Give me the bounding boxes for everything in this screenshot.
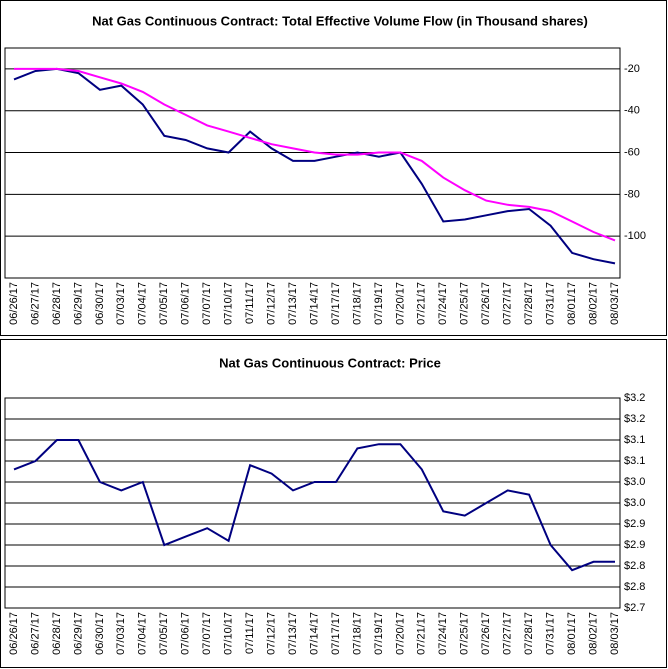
data-line [14,67,616,242]
x-tick-label: 06/26/17 [8,612,20,655]
plot-area [4,47,621,279]
x-tick-label: 07/21/17 [416,612,428,655]
x-tick-label: 07/03/17 [115,282,127,325]
x-tick-label: 06/28/17 [51,612,63,655]
x-tick-label: 07/05/17 [158,612,170,655]
x-tick-label: 07/03/17 [115,612,127,655]
x-tick-label: 07/13/17 [287,282,299,325]
x-tick-label: 08/02/17 [587,612,599,655]
x-tick-label: 07/27/17 [502,612,514,655]
x-tick-label: 07/17/17 [330,612,342,655]
chart-title: Nat Gas Continuous Contract: Total Effec… [92,13,588,28]
x-tick-label: 07/14/17 [308,282,320,325]
x-tick-label: 07/04/17 [137,612,149,655]
x-tick-label: 07/24/17 [437,282,449,325]
x-tick-label: 08/03/17 [609,282,621,325]
y-tick-label: $3.0 [624,497,645,509]
y-tick-label: $3.1 [624,434,645,446]
y-tick-label: $3.0 [624,476,645,488]
x-tick-label: 07/17/17 [330,282,342,325]
y-tick-label: -20 [624,63,640,75]
x-tick-label: 07/25/17 [459,612,471,655]
x-tick-label: 08/02/17 [587,282,599,325]
x-tick-label: 07/10/17 [223,282,235,325]
x-tick-label: 07/31/17 [545,282,557,325]
y-tick-label: $2.9 [624,518,645,530]
x-tick-label: 07/05/17 [158,282,170,325]
y-tick-label: $3.1 [624,455,645,467]
x-tick-label: 08/01/17 [566,282,578,325]
x-tick-label: 06/27/17 [29,282,41,325]
y-tick-label: $2.9 [624,539,645,551]
x-tick-label: 07/18/17 [351,612,363,655]
x-tick-label: 07/06/17 [180,612,192,655]
x-tick-label: 06/27/17 [29,612,41,655]
x-tick-label: 07/14/17 [308,612,320,655]
y-tick-label: $2.7 [624,602,645,614]
data-line [13,67,616,265]
x-tick-label: 06/28/17 [51,282,63,325]
x-tick-label: 07/06/17 [180,282,192,325]
chart-title: Nat Gas Continuous Contract: Price [219,355,441,370]
x-tick-label: 06/29/17 [72,282,84,325]
x-tick-label: 07/18/17 [351,282,363,325]
x-tick-label: 07/28/17 [523,612,535,655]
y-tick-label: -100 [624,230,646,242]
x-tick-label: 07/20/17 [394,282,406,325]
x-tick-label: 07/10/17 [223,612,235,655]
y-tick-label: -80 [624,188,640,200]
y-tick-label: $2.8 [624,560,645,572]
x-tick-label: 07/31/17 [545,612,557,655]
x-tick-label: 07/26/17 [480,612,492,655]
x-tick-label: 07/11/17 [244,282,256,324]
x-tick-label: 07/13/17 [287,612,299,655]
x-tick-label: 06/29/17 [72,612,84,655]
x-tick-label: 07/12/17 [265,282,277,325]
x-tick-label: 07/24/17 [437,612,449,655]
x-tick-label: 08/03/17 [609,612,621,655]
x-tick-label: 07/04/17 [137,282,149,325]
x-tick-label: 07/25/17 [459,282,471,325]
y-tick-label: $3.2 [624,413,645,425]
x-tick-label: 07/28/17 [523,282,535,325]
x-tick-label: 07/07/17 [201,282,213,325]
x-tick-label: 08/01/17 [566,612,578,655]
x-tick-label: 07/11/17 [244,612,256,654]
x-tick-label: 06/30/17 [94,282,106,325]
x-tick-label: 07/12/17 [265,612,277,655]
x-tick-label: 06/26/17 [8,282,20,325]
x-tick-label: 07/07/17 [201,612,213,655]
x-tick-label: 07/20/17 [394,612,406,655]
y-tick-label: $2.8 [624,581,645,593]
y-tick-label: -60 [624,146,640,158]
x-tick-label: 07/19/17 [373,612,385,655]
y-tick-label: $3.2 [624,392,645,404]
x-tick-label: 07/27/17 [502,282,514,325]
data-line [13,439,615,572]
x-tick-label: 07/19/17 [373,282,385,325]
x-tick-label: 06/30/17 [94,612,106,655]
x-tick-label: 07/21/17 [416,282,428,325]
y-tick-label: -40 [624,105,640,117]
x-tick-label: 07/26/17 [480,282,492,325]
